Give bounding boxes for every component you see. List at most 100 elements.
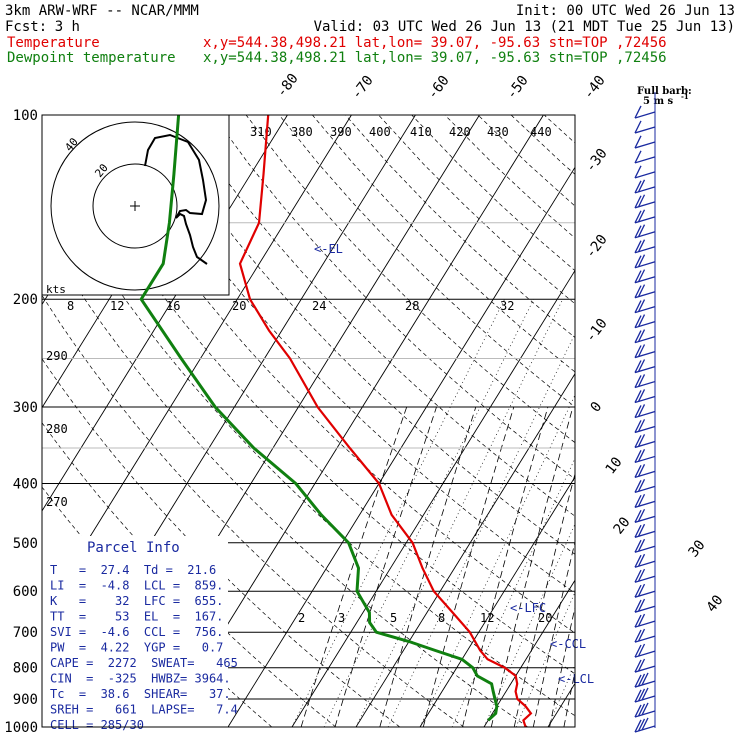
mixing-ratio-line <box>462 406 549 727</box>
isotherm <box>291 269 575 727</box>
moist-adiabat <box>323 299 535 727</box>
wind-barb <box>634 374 656 389</box>
wind-barb <box>634 672 656 688</box>
mixing-ratio-label: 32 <box>500 299 514 313</box>
valid-time: Valid: 03 UTC Wed 26 Jun 13 (21 MDT Tue … <box>314 19 735 35</box>
wind-barb <box>634 404 656 419</box>
parcel-info-row: CAPE = 2272 SWEAT= 465 <box>50 656 238 670</box>
lcl-marker: <-LCL <box>558 672 594 686</box>
moist-adiabat <box>580 299 740 727</box>
pressure-label-700: 700 <box>13 625 38 641</box>
parcel-info-row: LI = -4.8 LCL = 859. <box>50 579 223 593</box>
location-temperature: x,y=544.38,498.21 lat,lon= 39.07, -95.63… <box>203 35 667 51</box>
wind-barb-staff <box>634 231 656 239</box>
wind-barb-staff <box>634 186 656 194</box>
wind-barb-flag <box>634 644 642 658</box>
parcel-info-row: SREH = 661 LAPSE= 7.4 <box>50 703 238 717</box>
wind-barb <box>634 284 656 299</box>
isotherm-label: 0 <box>588 399 606 415</box>
isotherm-label: -30 <box>583 146 611 176</box>
wind-barb-flag <box>637 239 646 253</box>
wind-barb-staff <box>634 470 656 479</box>
init-time: Init: 00 UTC Wed 26 Jun 13 <box>516 3 735 19</box>
forecast-label: Fcst: <box>5 19 47 35</box>
isotherm-label: -20 <box>583 232 611 262</box>
wind-barb-staff <box>634 530 656 538</box>
wind-barb-flag <box>637 628 646 642</box>
moist-adiabat <box>387 332 575 727</box>
dry-adiabat <box>80 115 575 634</box>
dry-adiabat-labels: 310 380 390 400 410 420 430 440 290 280 270 <box>46 125 552 509</box>
wind-barb-flag <box>637 449 646 462</box>
isotherm <box>483 579 575 727</box>
wind-barb <box>634 613 656 628</box>
mixing-ratio-line <box>563 669 575 727</box>
wind-barb <box>634 508 656 523</box>
legend-temperature: Temperature <box>7 35 100 51</box>
pressure-label-800: 800 <box>13 661 38 677</box>
wind-barb-flag <box>637 538 646 552</box>
wind-barb-staff <box>634 395 656 404</box>
wind-barb <box>634 165 656 179</box>
wind-barb-flag <box>634 120 642 134</box>
wind-barb <box>634 329 656 344</box>
isotherm <box>612 115 740 727</box>
wind-barb-staff <box>634 201 656 209</box>
dry-adiabat-label: 440 <box>530 125 552 139</box>
wind-barb-flag <box>634 599 642 613</box>
wind-barb <box>634 538 656 553</box>
wind-barb <box>634 179 656 194</box>
wind-barb-flag <box>634 270 642 284</box>
wind-barb-flag <box>634 614 642 628</box>
wind-barb-flag <box>634 435 642 448</box>
wind-barb <box>634 598 656 613</box>
wind-barb-flag <box>634 210 642 224</box>
pressure-label-100: 100 <box>13 108 38 124</box>
isotherm-label: -80 <box>274 71 302 101</box>
wind-barb-flag <box>634 180 642 194</box>
mixing-ratio-line <box>549 605 575 727</box>
wind-barb-flag <box>637 718 646 732</box>
wind-barb-flag <box>641 672 649 686</box>
dry-adiabat-label: 410 <box>410 125 432 139</box>
wind-barb <box>634 553 656 568</box>
hodograph-ring-inner <box>92 163 178 249</box>
mixing-ratio-labels: 8 12 16 20 24 28 32 2 3 5 8 12 20 <box>67 299 552 625</box>
pressure-label-300: 300 <box>13 400 38 416</box>
moist-adiabat <box>419 394 575 727</box>
barb-key: Full barb: 5 m s -1 <box>637 86 692 107</box>
dry-adiabat <box>345 115 575 338</box>
hodograph-inset: 20 40 kts <box>41 114 230 296</box>
wind-barb-staff <box>634 575 656 583</box>
parcel-info-row: CELL = 285/30 <box>50 718 144 732</box>
wind-barbs <box>634 105 656 733</box>
wind-barb-flag <box>637 613 646 627</box>
dry-adiabat-label: 390 <box>330 125 352 139</box>
wind-barb-flag <box>634 345 642 358</box>
mixing-ratio-label: 5 <box>390 611 397 625</box>
mixing-ratio-label: 20 <box>538 611 552 625</box>
barb-key-unit: -1 <box>681 92 689 101</box>
wind-barb-staff <box>634 321 656 329</box>
isotherm <box>676 115 740 727</box>
parcel-info-row: CIN = -325 HWBZ= 3964. <box>50 672 231 686</box>
wind-barb-flag <box>641 717 649 731</box>
wind-barb-flag <box>637 299 646 312</box>
wind-barb <box>634 419 656 434</box>
wind-barb-staff <box>634 680 656 688</box>
wind-barb-flag <box>634 524 642 538</box>
dry-adiabat <box>312 115 575 373</box>
wind-barb <box>634 120 656 134</box>
wind-barb-flag <box>634 255 642 269</box>
wind-barb-flag <box>634 300 642 313</box>
wind-barb-flag <box>634 629 642 643</box>
wind-barb <box>634 493 656 508</box>
pressure-label-400: 400 <box>13 476 38 492</box>
wind-barb-flag <box>634 539 642 553</box>
wind-barb-staff <box>634 261 656 269</box>
forecast-hour: 3 h <box>55 19 80 35</box>
wind-barb <box>634 389 656 404</box>
wind-barb <box>634 314 656 329</box>
pressure-label-200: 200 <box>13 292 38 308</box>
